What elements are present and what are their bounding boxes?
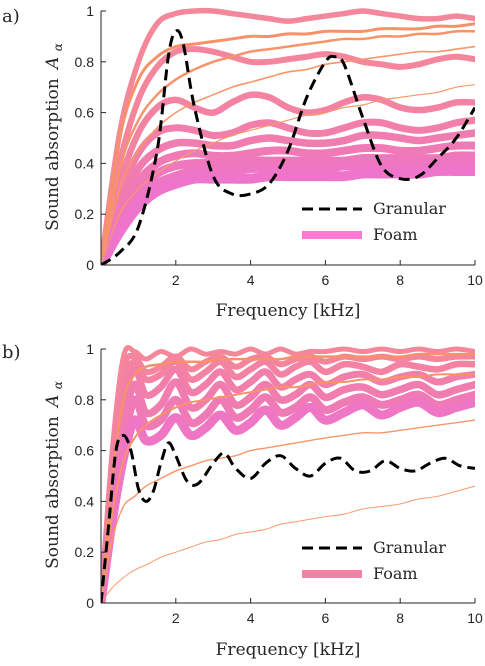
x-tick-label-b-4: 10: [467, 610, 483, 626]
legend-b-foam-label: Foam: [373, 564, 418, 583]
x-tick-label-a-0: 2: [172, 272, 180, 288]
foam-series-5-b: [101, 390, 475, 603]
y-axis-symbol-b: A: [43, 395, 63, 409]
x-tick-label-b-0: 2: [172, 610, 180, 626]
foam-series-12-a: [101, 84, 475, 265]
y-tick-label-a-4: 0.8: [75, 54, 95, 70]
y-tick-label-b-1: 0.2: [75, 544, 95, 560]
y-axis-subscript-b: α: [51, 381, 65, 389]
y-tick-label-a-5: 1: [86, 3, 94, 19]
x-tick-label-b-3: 8: [396, 610, 404, 626]
foam-series-0-b: [101, 345, 475, 603]
y-tick-label-a-1: 0.2: [75, 206, 95, 222]
foam-series-6-a: [101, 151, 475, 265]
plot-area-b: 2 4 6 8 10 0 0.2 0.4 0.6 0.8 1: [75, 341, 483, 626]
y-axis-symbol-a: A: [43, 57, 63, 71]
x-tick-label-b-2: 6: [322, 610, 330, 626]
granular-series-b: [101, 433, 475, 603]
legend-b: Granular Foam: [302, 538, 446, 583]
y-axis-label-text-b: Sound absorption: [43, 416, 63, 569]
legend-a: Granular Foam: [302, 199, 446, 244]
x-tick-label-a-3: 8: [396, 272, 404, 288]
legend-b-granular-label: Granular: [373, 538, 446, 557]
y-axis-subscript-a: α: [51, 43, 65, 51]
foam-series-8-b: [101, 373, 475, 603]
y-tick-label-b-4: 0.8: [75, 392, 95, 408]
foam-series-9-b: [101, 419, 475, 603]
foam-series-8-a: [101, 165, 475, 265]
foam-series-0-a: [101, 7, 475, 265]
legend-a-granular-label: Granular: [373, 199, 446, 218]
foam-series-1-a: [101, 46, 475, 265]
foam-series-7-b: [101, 352, 475, 603]
svg-text:Sound absorption A: Sound absorption A α: [43, 43, 65, 231]
granular-series-a: [101, 29, 475, 265]
y-tick-label-a-2: 0.4: [75, 155, 95, 171]
series-group-a: [101, 7, 475, 265]
y-tick-label-b-2: 0.4: [75, 493, 95, 509]
panel-b-label: b): [2, 342, 21, 363]
foam-series-10-b: [101, 485, 475, 603]
panel-a-label: a): [2, 6, 20, 27]
y-tick-label-b-5: 1: [86, 341, 94, 357]
y-axis-label-text-a: Sound absorption: [43, 78, 63, 231]
x-tick-label-b-1: 4: [247, 610, 255, 626]
x-tick-label-a-4: 10: [467, 272, 483, 288]
y-axis-label-b: Sound absorption A α: [43, 381, 65, 569]
y-tick-label-b-3: 0.6: [75, 443, 95, 459]
x-tick-label-a-1: 4: [247, 272, 255, 288]
x-axis-label-b: Frequency [kHz]: [216, 640, 361, 660]
x-axis-label-a: Frequency [kHz]: [216, 301, 361, 321]
foam-series-7-a: [101, 158, 475, 265]
foam-series-2-a: [101, 91, 475, 265]
foam-series-4-a: [101, 129, 475, 265]
foam-series-9-a: [101, 22, 475, 265]
plot-area-a: 2 4 6 8 10 0 0.2 0.4 0.6 0.8 1: [75, 3, 483, 288]
series-group-b: [101, 345, 475, 603]
y-tick-label-b-0: 0: [86, 595, 94, 611]
y-axis-label-a: Sound absorption A α: [43, 43, 65, 231]
y-tick-label-a-0: 0: [86, 257, 94, 273]
svg-text:Sound absorption A: Sound absorption A α: [43, 381, 65, 569]
y-tick-label-a-3: 0.6: [75, 105, 95, 121]
x-tick-label-a-2: 6: [322, 272, 330, 288]
legend-a-foam-label: Foam: [373, 225, 418, 244]
foam-series-10-a: [101, 29, 475, 265]
foam-series-6-b: [101, 397, 475, 603]
